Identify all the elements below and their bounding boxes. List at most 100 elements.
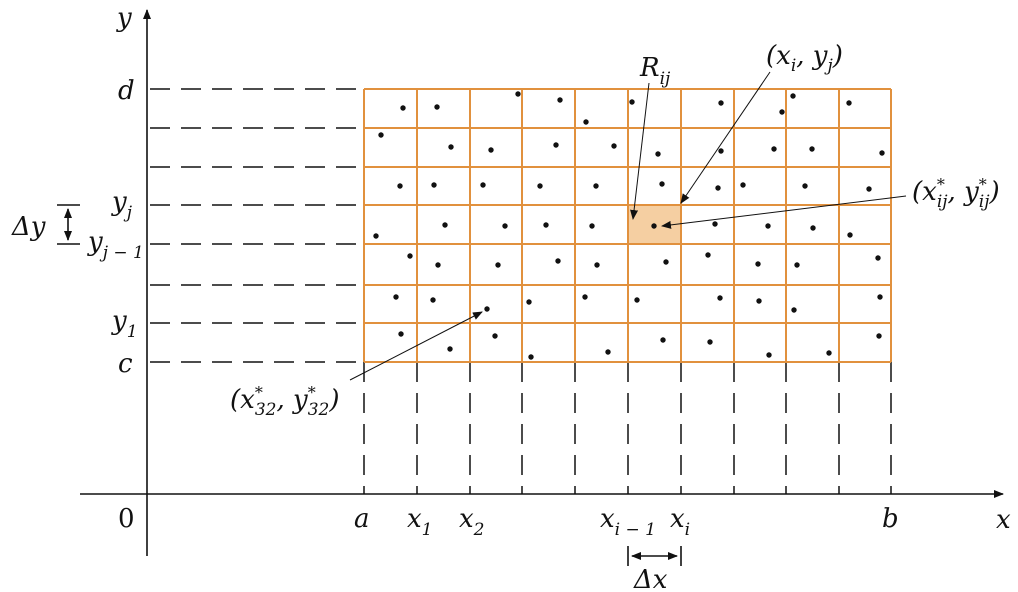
Rij-sub: ij — [660, 69, 671, 89]
sample-ij-ystar: * — [979, 175, 987, 194]
sample-ij-x: x — [922, 177, 937, 207]
sample-point — [537, 183, 543, 189]
point-ij-y: y — [812, 41, 828, 71]
horizontal-dashed-guides — [150, 88, 364, 363]
leader-Rij — [630, 82, 650, 220]
sample-point — [480, 182, 486, 188]
sample-ij-xstar: * — [937, 175, 945, 194]
sample-point — [765, 223, 771, 229]
sample-point — [826, 350, 832, 356]
point-ij-label: (xi, yj) — [766, 41, 843, 76]
sample-point — [655, 151, 661, 157]
x1-label: x1 — [407, 504, 433, 540]
sample-point — [875, 255, 881, 261]
sample-ij-y: y — [963, 177, 979, 207]
sample-point — [448, 144, 454, 150]
sample-point — [594, 262, 600, 268]
sample-point — [846, 100, 852, 106]
sample-ij-close: ) — [989, 177, 1000, 207]
delta-y-label: Δy — [11, 212, 46, 242]
sample-point — [634, 297, 640, 303]
sample-32-ysub: 32 — [308, 400, 330, 420]
sample-32-label: (x* 32, y* 32) — [230, 383, 340, 420]
delta-x-symbol: Δ — [633, 565, 653, 592]
sample-point — [755, 261, 761, 267]
sample-point — [779, 109, 785, 115]
sample-point — [611, 143, 617, 149]
sample-point-32 — [484, 306, 490, 312]
sample-point — [866, 186, 872, 192]
sample-point — [712, 221, 718, 227]
sample-ij-label: (x* ij, y* ij) — [912, 175, 1000, 212]
sample-ij-ysub: ij — [979, 192, 990, 212]
point-ij-x: x — [776, 41, 791, 71]
sample-point — [718, 148, 724, 154]
delta-y-var: y — [30, 212, 46, 242]
sample-point — [791, 307, 797, 313]
sample-point-ij — [651, 223, 657, 229]
sample-ij-sep: , — [948, 177, 965, 207]
sample-point — [756, 298, 762, 304]
sample-points — [373, 91, 885, 360]
sample-point — [557, 97, 563, 103]
sample-32-ystar: * — [308, 383, 316, 402]
sample-point — [879, 150, 885, 156]
sample-point — [809, 146, 815, 152]
xi-base: x — [670, 504, 685, 534]
sample-point — [407, 253, 413, 259]
sample-point — [430, 297, 436, 303]
sample-ij-xsub: ij — [937, 192, 948, 212]
sample-point — [810, 225, 816, 231]
sample-point — [393, 294, 399, 300]
sample-point — [629, 99, 635, 105]
sample-ij-open: ( — [912, 177, 923, 207]
sample-point — [398, 331, 404, 337]
sample-point — [877, 294, 883, 300]
sample-point — [660, 337, 666, 343]
xi-1-label: xi − 1 — [600, 504, 656, 540]
sample-point — [442, 222, 448, 228]
axes — [80, 9, 1004, 556]
sample-point — [435, 262, 441, 268]
sample-point — [740, 182, 746, 188]
sample-point — [583, 119, 589, 125]
sample-point — [766, 352, 772, 358]
sample-point — [790, 93, 796, 99]
y1-base: y — [111, 306, 127, 336]
sample-point — [847, 232, 853, 238]
leader-arrows — [349, 71, 907, 381]
y1-label: y1 — [111, 306, 138, 342]
sample-32-close: ) — [328, 385, 339, 415]
x1-sub: 1 — [422, 520, 433, 540]
sample-point — [431, 182, 437, 188]
Rij-label: Rij — [639, 53, 671, 89]
delta-x-label: Δx — [633, 565, 668, 592]
sample-point — [400, 105, 406, 111]
b-label: b — [882, 504, 899, 534]
sample-point — [543, 222, 549, 228]
x2-sub: 2 — [473, 520, 485, 540]
sample-point — [718, 100, 724, 106]
sample-point — [526, 299, 532, 305]
sample-point — [447, 346, 453, 352]
sample-point — [495, 262, 501, 268]
sample-point — [515, 91, 521, 97]
x1-base: x — [407, 504, 422, 534]
point-ij-close: ) — [832, 41, 843, 71]
sample-point — [373, 233, 379, 239]
sample-32-sep: , — [276, 385, 293, 415]
sample-point — [434, 104, 440, 110]
xi-1-sub: i − 1 — [615, 520, 656, 540]
sample-point — [593, 183, 599, 189]
sample-point — [605, 349, 611, 355]
delta-x-var: x — [653, 565, 668, 592]
delta-y-bracket — [57, 204, 80, 245]
sample-point — [582, 294, 588, 300]
y-axis-label: y — [116, 3, 132, 33]
labels: y x 0 d c a b yj yj − 1 y1 Δy x1 x2 xi −… — [11, 3, 1011, 592]
sample-32-open: ( — [230, 385, 241, 415]
point-ij-open: ( — [766, 41, 777, 71]
sample-point — [528, 354, 534, 360]
xi-label: xi — [670, 504, 690, 540]
